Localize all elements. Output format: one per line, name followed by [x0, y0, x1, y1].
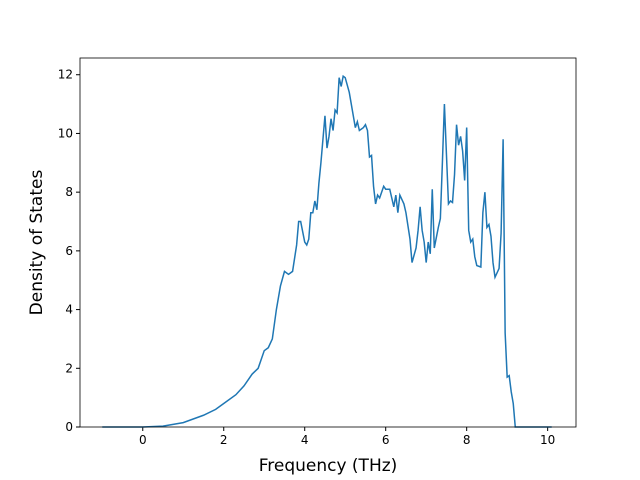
- y-tick-label: 12: [58, 68, 73, 82]
- y-tick-label: 8: [65, 185, 73, 199]
- x-tick-label: 8: [463, 433, 471, 447]
- y-tick-label: 6: [65, 244, 73, 258]
- x-tick-label: 4: [301, 433, 309, 447]
- y-tick-label: 4: [65, 303, 73, 317]
- y-tick-label: 0: [65, 420, 73, 434]
- y-tick-label: 10: [58, 126, 73, 140]
- x-tick-label: 10: [540, 433, 555, 447]
- y-tick-label: 2: [65, 361, 73, 375]
- plot-frame: [79, 57, 577, 428]
- x-axis-label: Frequency (THz): [259, 456, 398, 476]
- line: [102, 74, 552, 428]
- x-tick-label: 0: [139, 433, 147, 447]
- y-axis-label: Density of States: [27, 170, 47, 316]
- x-tick-label: 6: [382, 433, 390, 447]
- x-tick-label: 2: [220, 433, 228, 447]
